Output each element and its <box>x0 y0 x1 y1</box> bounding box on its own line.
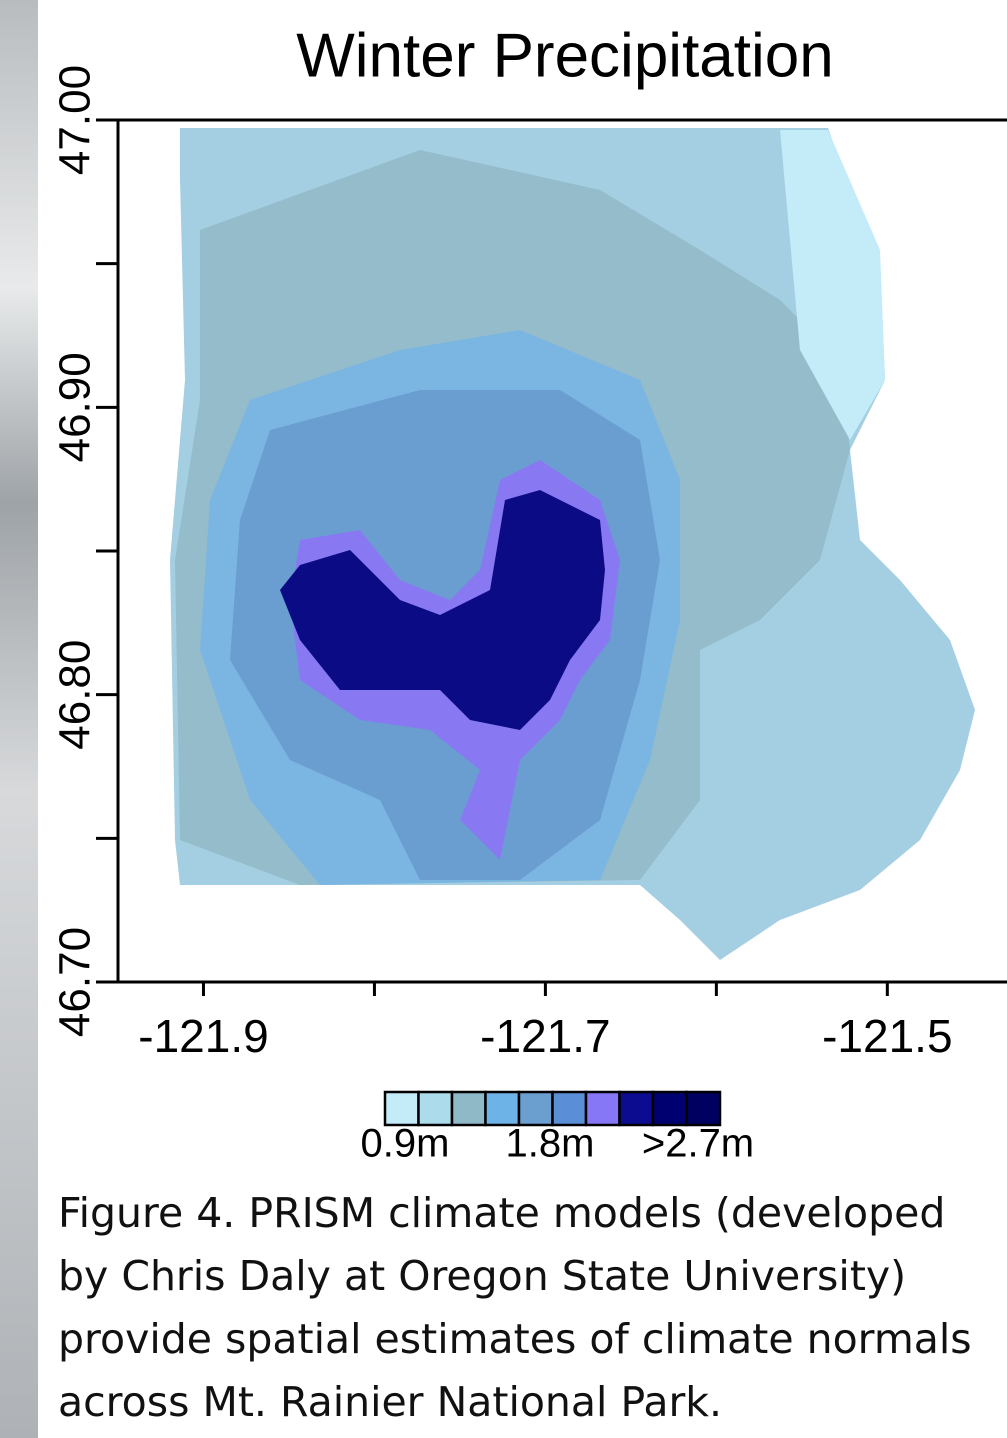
legend-swatch <box>417 1090 454 1127</box>
x-tick-label: -121.9 <box>138 1010 268 1062</box>
x-tick-label: -121.7 <box>480 1010 610 1062</box>
legend-label: >2.7m <box>642 1122 754 1166</box>
legend-swatch <box>383 1090 420 1127</box>
y-tick-label: 46.80 <box>51 640 100 750</box>
legend-swatch <box>450 1090 487 1127</box>
region-light <box>780 130 885 440</box>
caption-line: Figure 4. PRISM climate models (develope… <box>58 1189 946 1237</box>
legend-swatch <box>685 1090 722 1127</box>
x-tick-label: -121.5 <box>822 1010 952 1062</box>
caption-line: provide spatial estimates of climate nor… <box>58 1315 972 1363</box>
y-tick-label: 46.90 <box>51 352 100 462</box>
caption-line: by Chris Daly at Oregon State University… <box>58 1252 907 1300</box>
chart-title: Winter Precipitation <box>296 21 834 90</box>
caption: Figure 4. PRISM climate models (develope… <box>58 1182 1007 1434</box>
region-navy <box>280 490 605 730</box>
caption-line: across Mt. Rainier National Park. <box>58 1378 723 1426</box>
legend-swatch <box>618 1090 655 1127</box>
y-tick-label: 46.70 <box>51 927 100 1037</box>
legend-label: 1.8m <box>506 1122 595 1166</box>
background-strip <box>0 0 38 1438</box>
chart: Winter Precipitation 46.70 46.80 46.90 47.0… <box>51 21 1007 1166</box>
legend-swatch <box>551 1090 588 1127</box>
legend-swatch <box>584 1090 621 1127</box>
legend-swatch <box>517 1090 554 1127</box>
legend-swatch <box>651 1090 688 1127</box>
legend-swatch <box>484 1090 521 1127</box>
legend-label: 0.9m <box>361 1122 450 1166</box>
map-raster <box>170 128 975 960</box>
y-tick-label: 47.00 <box>51 65 100 175</box>
